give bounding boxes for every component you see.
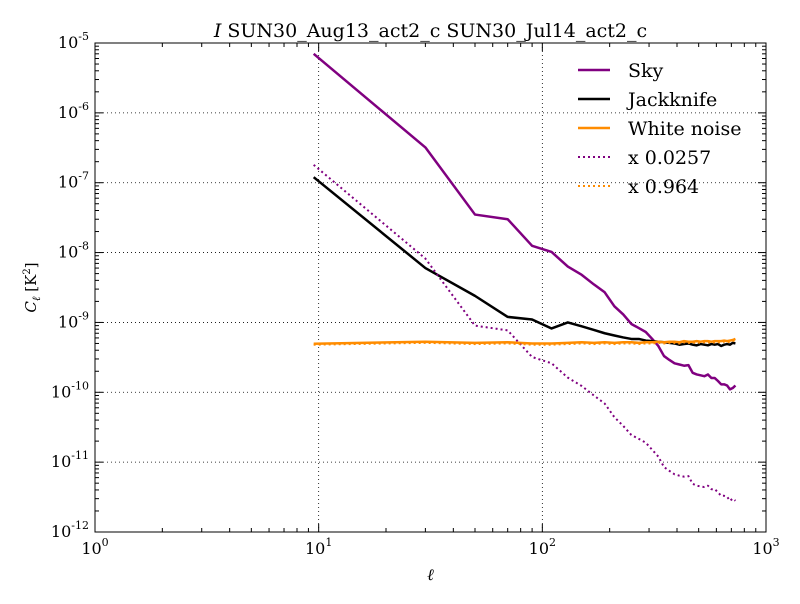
x-tick-label: 103 [752, 536, 779, 558]
y-tick-label: 10-10 [51, 379, 89, 401]
legend-label: x 0.0257 [628, 147, 711, 169]
series-line-x-0-0257 [313, 164, 737, 502]
y-tick-label-exp: -5 [78, 30, 89, 43]
y-axis-label: Cℓ [K2] [22, 262, 43, 312]
y-axis-label-unit-open: [K [22, 274, 40, 297]
legend-label: Sky [628, 60, 664, 82]
chart-title-text: SUN30_Aug13_act2_c SUN30_Jul14_act2_c [221, 20, 647, 42]
y-tick-label-base: 10 [58, 33, 78, 52]
x-tick-label-base: 10 [305, 539, 325, 558]
y-tick-label-base: 10 [51, 522, 71, 541]
y-tick-label: 10-8 [58, 240, 89, 262]
legend-label: Jackknife [626, 89, 717, 111]
y-tick-label-exp: -7 [78, 170, 89, 183]
ticks: 100 101 102 10310-1210-1110-1010-910-810-71… [51, 30, 780, 558]
plot-frame [94, 42, 767, 533]
y-tick-label: 10-12 [51, 519, 89, 541]
y-tick-label: 10-5 [58, 30, 89, 52]
x-tick-label: 100 [81, 536, 108, 558]
y-tick-label-exp: -9 [78, 309, 89, 322]
y-tick-label-base: 10 [58, 173, 78, 192]
series-line-x-0-964 [313, 339, 736, 346]
y-tick-label-exp: -10 [71, 379, 89, 392]
y-tick-label: 10-9 [58, 309, 89, 331]
y-tick-label: 10-11 [51, 449, 89, 471]
y-tick-label: 10-6 [58, 100, 89, 122]
y-tick-label-base: 10 [51, 382, 71, 401]
y-axis-label-unit-exp: 2 [22, 268, 33, 274]
legend: Sky Jackknife White noise x 0.0257 x 0.964 [578, 60, 742, 198]
x-axis-label: ℓ [427, 565, 434, 584]
y-tick-label-exp: -8 [78, 240, 89, 253]
y-axis-label-main: C [22, 301, 40, 313]
series-line-white-noise [313, 337, 736, 346]
y-tick-label-base: 10 [58, 312, 78, 331]
legend-label: White noise [628, 118, 742, 140]
plot-area [95, 43, 766, 532]
x-tick-label-exp: 3 [773, 536, 780, 549]
y-tick-label-exp: -12 [71, 519, 89, 532]
x-tick-label-exp: 1 [325, 536, 332, 549]
chart-title-italic: I [213, 20, 222, 42]
chart-title: I SUN30_Aug13_act2_c SUN30_Jul14_act2_c [213, 20, 647, 42]
y-axis-label-unit-close: ] [22, 262, 40, 268]
y-tick-label-exp: -6 [78, 100, 89, 113]
grid [95, 43, 766, 532]
y-tick-label-base: 10 [58, 103, 78, 122]
series-line-sky [312, 52, 737, 391]
x-tick-label-exp: 2 [549, 536, 556, 549]
y-tick-label-exp: -11 [71, 449, 89, 462]
x-tick-label: 102 [529, 536, 556, 558]
x-tick-label-base: 10 [529, 539, 549, 558]
x-tick-label-base: 10 [752, 539, 772, 558]
x-tick-label-base: 10 [81, 539, 101, 558]
x-tick-label-exp: 0 [102, 536, 109, 549]
y-axis-label-sub: ℓ [30, 296, 43, 301]
y-tick-label-base: 10 [51, 452, 71, 471]
y-tick-label-base: 10 [58, 243, 78, 262]
legend-label: x 0.964 [628, 176, 699, 198]
series-layer [312, 52, 737, 502]
y-tick-label: 10-7 [58, 170, 89, 192]
x-tick-label: 101 [305, 536, 332, 558]
